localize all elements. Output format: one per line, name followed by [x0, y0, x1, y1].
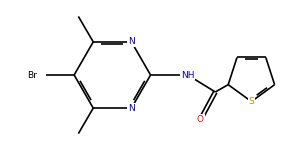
Text: N: N: [128, 104, 135, 113]
Text: O: O: [197, 115, 204, 124]
Text: Br: Br: [27, 70, 37, 80]
Text: NH: NH: [181, 70, 194, 80]
Text: S: S: [248, 97, 254, 106]
Text: N: N: [128, 37, 135, 46]
